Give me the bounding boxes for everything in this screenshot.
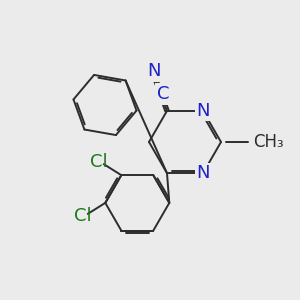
Text: CH₃: CH₃ — [253, 133, 284, 151]
Text: N: N — [147, 62, 160, 80]
Text: N: N — [196, 164, 210, 182]
Text: N: N — [196, 102, 210, 120]
Text: C: C — [157, 85, 169, 103]
Text: Cl: Cl — [90, 153, 108, 171]
Text: Cl: Cl — [74, 207, 92, 225]
